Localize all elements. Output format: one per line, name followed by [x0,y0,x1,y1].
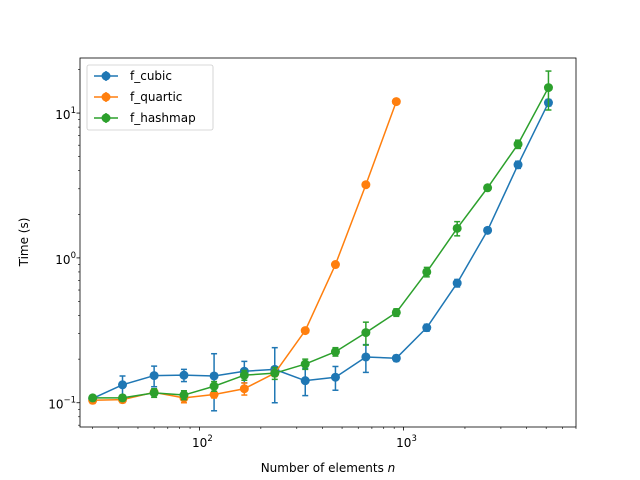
data-point-f-hashmap [270,368,280,378]
legend-label-f-cubic: f_cubic [130,69,172,83]
y-tick-label-1: 100 [55,251,76,267]
data-point-f-cubic [330,372,340,382]
x-tick-label-1000: 103 [396,434,417,450]
data-point-f-quartic [209,389,219,399]
legend-frame [86,64,214,131]
data-point-f-hashmap [543,83,553,93]
data-point-f-hashmap [513,139,523,149]
data-point-f-quartic [239,384,249,394]
series-line-f-cubic [92,102,550,400]
data-point-f-quartic [361,180,371,190]
svg-text:10−1: 10−1 [48,396,76,412]
data-point-f-cubic [422,323,432,333]
y-axis-label: Time (s) [17,218,31,268]
data-point-f-hashmap [391,307,401,317]
data-point-f-cubic [118,380,128,390]
legend-entry-f-quartic: f_quartic [94,90,182,104]
legend: f_cubic f_quartic f_hashmap [86,64,214,131]
data-point-f-hashmap [361,328,371,338]
data-point-f-hashmap [88,393,98,403]
x-tick-label-100: 102 [192,434,213,450]
legend-marker-f-quartic [101,92,111,102]
legend-marker-f-hashmap [101,113,111,123]
axes-frame [79,57,577,428]
y-tick-label-0.1: 10−1 [48,396,76,412]
legend-marker-f-cubic [101,71,111,81]
svg-text:101: 101 [55,106,76,122]
legend-entry-f-hashmap: f_hashmap [94,111,196,125]
series-line-f-hashmap [92,87,550,399]
data-point-f-hashmap [330,347,340,357]
data-point-f-quartic [300,326,310,336]
data-point-f-hashmap [483,183,493,193]
data-point-f-hashmap [179,390,189,400]
data-point-f-hashmap [452,223,462,233]
data-point-f-hashmap [209,381,219,391]
data-point-f-cubic [179,370,189,380]
data-point-f-cubic [452,278,462,288]
legend-label-f-hashmap: f_hashmap [130,111,196,125]
svg-text:103: 103 [396,434,417,450]
svg-text:100: 100 [55,251,76,267]
data-point-f-hashmap [239,370,249,380]
legend-entry-f-cubic: f_cubic [94,69,172,83]
series-layer [88,70,553,412]
x-axis-label: Number of elements n [261,461,396,475]
data-point-f-quartic [391,97,401,107]
data-point-f-cubic [300,376,310,386]
svg-text:102: 102 [192,434,213,450]
data-point-f-cubic [483,225,493,235]
series-f-hashmap [88,70,553,403]
data-point-f-cubic [513,160,523,170]
data-point-f-cubic [391,353,401,363]
data-point-f-cubic [209,371,219,381]
data-point-f-cubic [149,371,159,381]
data-point-f-quartic [330,260,340,270]
y-tick-label-10: 101 [55,106,76,122]
data-point-f-hashmap [118,393,128,403]
legend-label-f-quartic: f_quartic [130,90,182,104]
data-point-f-cubic [361,352,371,362]
data-point-f-hashmap [300,359,310,369]
data-point-f-hashmap [149,388,159,398]
data-point-f-hashmap [422,267,432,277]
